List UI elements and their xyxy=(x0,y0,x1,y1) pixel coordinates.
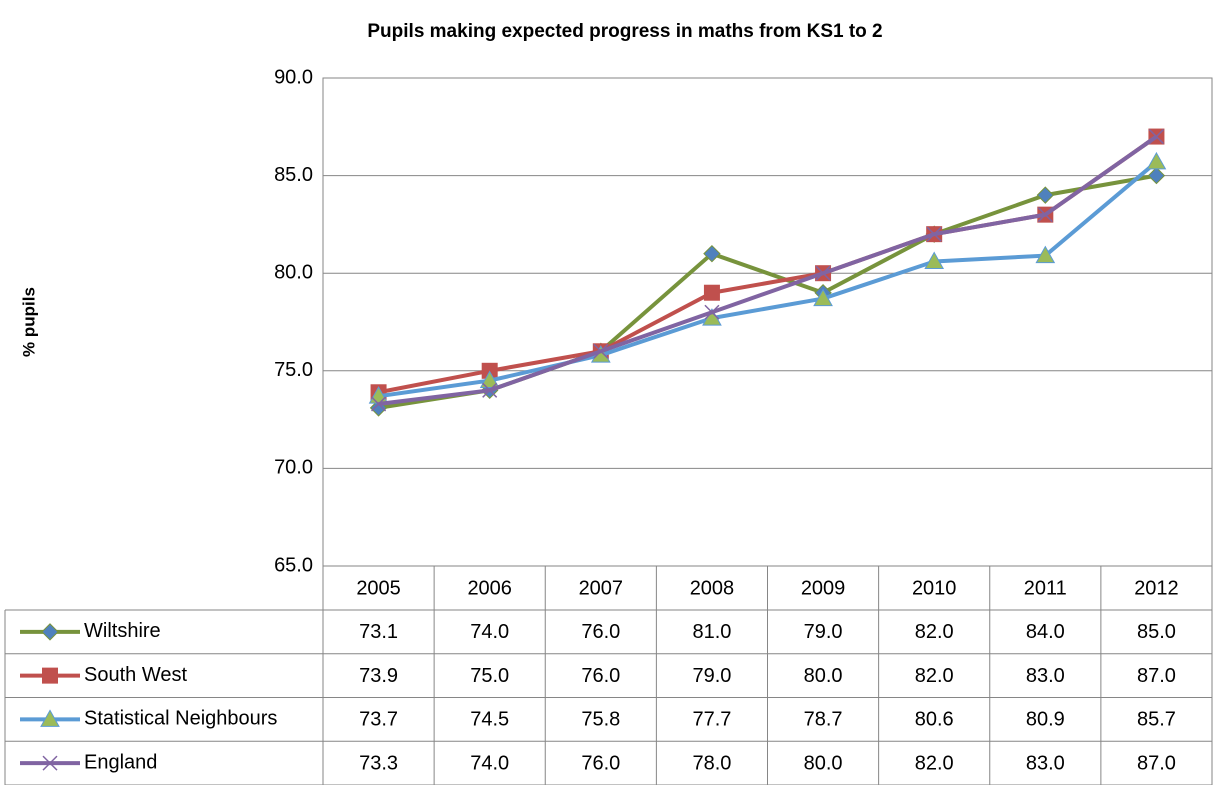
y-tick-label: 90.0 xyxy=(274,66,313,88)
table-value: 83.0 xyxy=(1026,752,1065,774)
y-tick-label: 85.0 xyxy=(274,164,313,186)
legend-label: Wiltshire xyxy=(84,620,161,642)
table-value: 76.0 xyxy=(581,665,620,687)
x-tick-label: 2006 xyxy=(467,577,512,599)
table-value: 80.9 xyxy=(1026,709,1065,731)
data-point xyxy=(703,244,721,263)
series-line xyxy=(378,160,1158,399)
table-value: 82.0 xyxy=(915,665,954,687)
table-value: 80.0 xyxy=(804,752,843,774)
table-value: 74.0 xyxy=(470,621,509,643)
table-value: 78.7 xyxy=(804,709,843,731)
table-value: 76.0 xyxy=(581,621,620,643)
data-point xyxy=(1037,207,1053,223)
legend-label: Statistical Neighbours xyxy=(84,708,277,730)
data-point xyxy=(926,226,942,242)
x-tick-label: 2010 xyxy=(912,577,957,599)
table-value: 81.0 xyxy=(692,621,731,643)
x-tick-label: 2012 xyxy=(1134,577,1179,599)
table-value: 79.0 xyxy=(804,621,843,643)
data-point xyxy=(703,284,720,301)
legend-label: South West xyxy=(84,664,187,686)
table-value: 80.6 xyxy=(915,709,954,731)
data-point xyxy=(815,265,831,281)
table-value: 78.0 xyxy=(692,752,731,774)
y-tick-label: 75.0 xyxy=(274,359,313,381)
legend-marker xyxy=(41,623,59,641)
table-value: 74.5 xyxy=(470,709,509,731)
data-point xyxy=(593,343,609,359)
x-tick-label: 2009 xyxy=(801,577,846,599)
series-line xyxy=(378,134,1158,406)
table-value: 75.0 xyxy=(470,665,509,687)
series-line xyxy=(378,134,1158,395)
data-point xyxy=(1036,186,1055,204)
data-point xyxy=(479,370,500,389)
table-value: 73.3 xyxy=(359,752,398,774)
table-value: 83.0 xyxy=(1026,665,1065,687)
legend-marker xyxy=(42,667,58,684)
data-point xyxy=(1147,166,1166,185)
table-value: 82.0 xyxy=(915,752,954,774)
chart-title: Pupils making expected progress in maths… xyxy=(367,21,882,42)
table-value: 80.0 xyxy=(804,665,843,687)
table-value: 85.0 xyxy=(1137,621,1176,643)
table-value: 76.0 xyxy=(581,752,620,774)
legend-marker xyxy=(42,755,58,771)
data-point xyxy=(482,382,498,398)
x-tick-label: 2007 xyxy=(579,577,624,599)
data-point xyxy=(813,288,833,307)
table-value: 73.1 xyxy=(359,621,398,643)
data-point xyxy=(704,304,720,320)
data-point xyxy=(1148,129,1164,145)
y-axis-title: % pupils xyxy=(19,287,38,357)
y-tick-label: 65.0 xyxy=(274,554,313,576)
table-value: 74.0 xyxy=(470,752,509,774)
data-point xyxy=(1146,151,1167,170)
data-point xyxy=(371,396,387,412)
x-tick-label: 2005 xyxy=(356,577,401,599)
table-value: 82.0 xyxy=(915,621,954,643)
table-value: 73.7 xyxy=(359,709,398,731)
data-point xyxy=(1035,245,1056,264)
y-tick-label: 70.0 xyxy=(274,457,313,479)
y-tick-label: 80.0 xyxy=(274,261,313,283)
legend-marker xyxy=(40,709,60,727)
table-value: 84.0 xyxy=(1026,621,1065,643)
table-value: 87.0 xyxy=(1137,752,1176,774)
table-value: 75.8 xyxy=(581,709,620,731)
table-value: 79.0 xyxy=(692,665,731,687)
table-value: 87.0 xyxy=(1137,665,1176,687)
table-value: 77.7 xyxy=(692,709,731,731)
legend-label: England xyxy=(84,751,157,773)
data-point xyxy=(924,251,945,269)
plot-border xyxy=(322,77,1213,567)
table-value: 85.7 xyxy=(1137,709,1176,731)
x-tick-label: 2008 xyxy=(690,577,735,599)
x-tick-label: 2011 xyxy=(1024,577,1067,599)
table-value: 73.9 xyxy=(359,665,398,687)
